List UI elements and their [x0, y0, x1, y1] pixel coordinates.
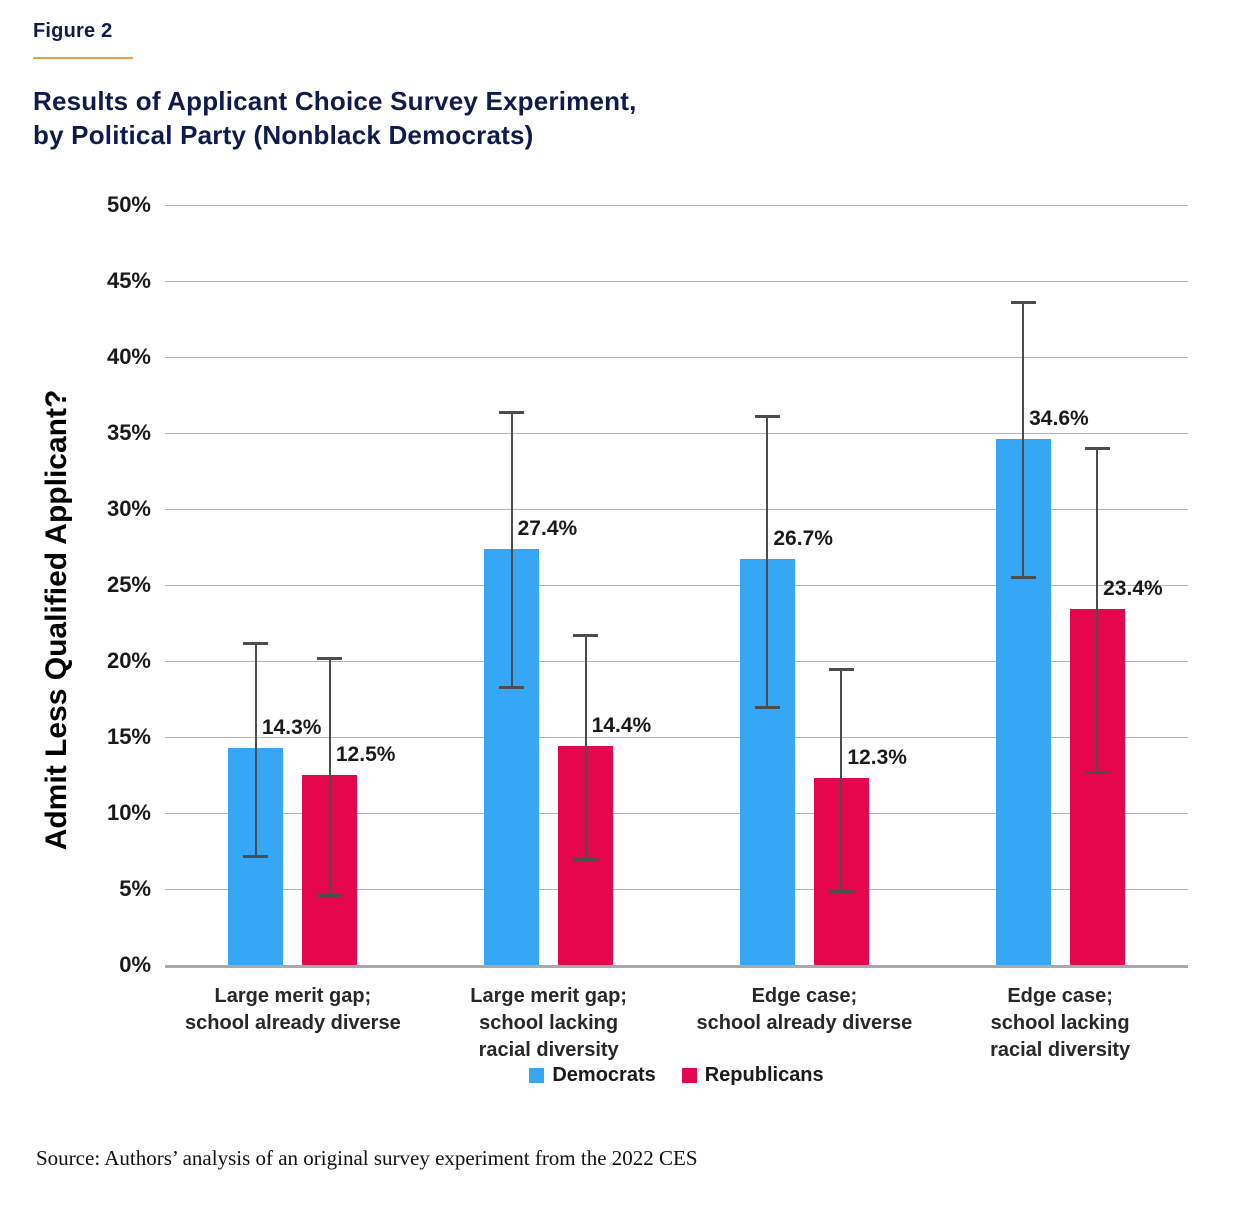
plot-area: 0% 5% 10% 15% 20% 25% 30% 35% 40% 45% 50% 14.3% 27.4… — [107, 192, 1188, 1061]
error-bar-cap — [243, 641, 269, 645]
gridline — [165, 281, 1188, 282]
error-bar-cap — [317, 656, 343, 660]
bar-value-label: 23.4% — [1103, 577, 1163, 601]
error-bar-democrats-3 — [1022, 302, 1025, 578]
error-bar-cap — [499, 685, 525, 689]
x-category-label: Large merit gap; school lacking racial d… — [470, 985, 627, 1061]
y-tick-label: 45% — [106, 268, 151, 293]
x-category-label: Edge case; school already diverse — [696, 985, 913, 1034]
error-bar-republicans-3 — [1096, 448, 1099, 772]
error-bar-cap — [573, 857, 599, 861]
error-bar-cap — [754, 705, 780, 709]
y-tick-label: 15% — [106, 724, 151, 749]
error-bar-cap — [754, 415, 780, 419]
bar-value-label: 14.3% — [261, 715, 322, 739]
y-tick-label: 30% — [106, 496, 151, 521]
y-tick-label: 5% — [119, 876, 151, 901]
error-bar-cap — [573, 634, 599, 638]
bar-value-label: 26.7% — [773, 527, 833, 551]
x-axis-line — [165, 965, 1188, 968]
gridline — [165, 813, 1188, 814]
error-bar-republicans-0 — [328, 657, 331, 896]
error-bar-republicans-1 — [584, 635, 587, 859]
error-bar-cap — [1084, 447, 1110, 451]
bar-value-label: 27.4% — [517, 516, 578, 540]
gridline — [165, 357, 1188, 358]
gridline — [165, 509, 1188, 510]
y-axis-title: Admit Less Qualified Applicant? — [40, 389, 73, 851]
error-bar-cap — [317, 894, 343, 898]
gridline — [165, 585, 1188, 586]
bar-value-label: 12.5% — [335, 743, 396, 766]
error-bar-republicans-2 — [840, 668, 843, 891]
error-bar-democrats-2 — [766, 416, 769, 707]
error-bar-cap — [499, 410, 525, 414]
x-category-label: Large merit gap; school already diverse — [185, 985, 401, 1034]
y-tick-label: 40% — [106, 344, 151, 369]
y-tick-label: 25% — [106, 572, 151, 597]
x-category-label: Edge case; school lacking racial diversi… — [990, 985, 1131, 1061]
accent-rule — [33, 57, 133, 59]
y-tick-label: 50% — [106, 192, 151, 217]
legend-item-republicans: Republicans — [681, 1064, 824, 1087]
y-tick-label: 35% — [106, 420, 151, 445]
legend-label-republicans: Republicans — [704, 1064, 824, 1086]
error-bar-cap — [1010, 576, 1036, 580]
legend-swatch-republicans — [681, 1068, 697, 1083]
gridline — [165, 661, 1188, 662]
y-tick-label: 20% — [106, 648, 151, 673]
error-bar-democrats-1 — [510, 411, 513, 687]
y-tick-label: 0% — [119, 952, 151, 977]
error-bar-democrats-0 — [254, 642, 257, 856]
bar-value-label: 14.4% — [591, 714, 652, 738]
gridline — [165, 889, 1188, 890]
error-bar-cap — [828, 667, 854, 671]
error-bar-cap — [243, 854, 269, 858]
error-bar-cap — [1084, 770, 1110, 774]
legend: Democrats Republicans — [165, 1064, 1188, 1087]
figure-label: Figure 2 — [33, 20, 113, 42]
legend-swatch-democrats — [529, 1068, 545, 1083]
gridline — [165, 205, 1188, 206]
bar-value-label: 34.6% — [1029, 407, 1089, 431]
chart-title: Results of Applicant Choice Survey Exper… — [33, 86, 637, 150]
gridline — [165, 433, 1188, 434]
y-tick-label: 10% — [106, 800, 151, 825]
error-bar-cap — [828, 889, 854, 893]
bar-value-label: 12.3% — [847, 746, 907, 770]
gridline — [165, 737, 1188, 738]
error-bar-cap — [1010, 301, 1036, 305]
source-note: Source: Authors’ analysis of an original… — [36, 1146, 698, 1170]
legend-label-democrats: Democrats — [552, 1064, 656, 1086]
legend-item-democrats: Democrats — [529, 1064, 656, 1087]
